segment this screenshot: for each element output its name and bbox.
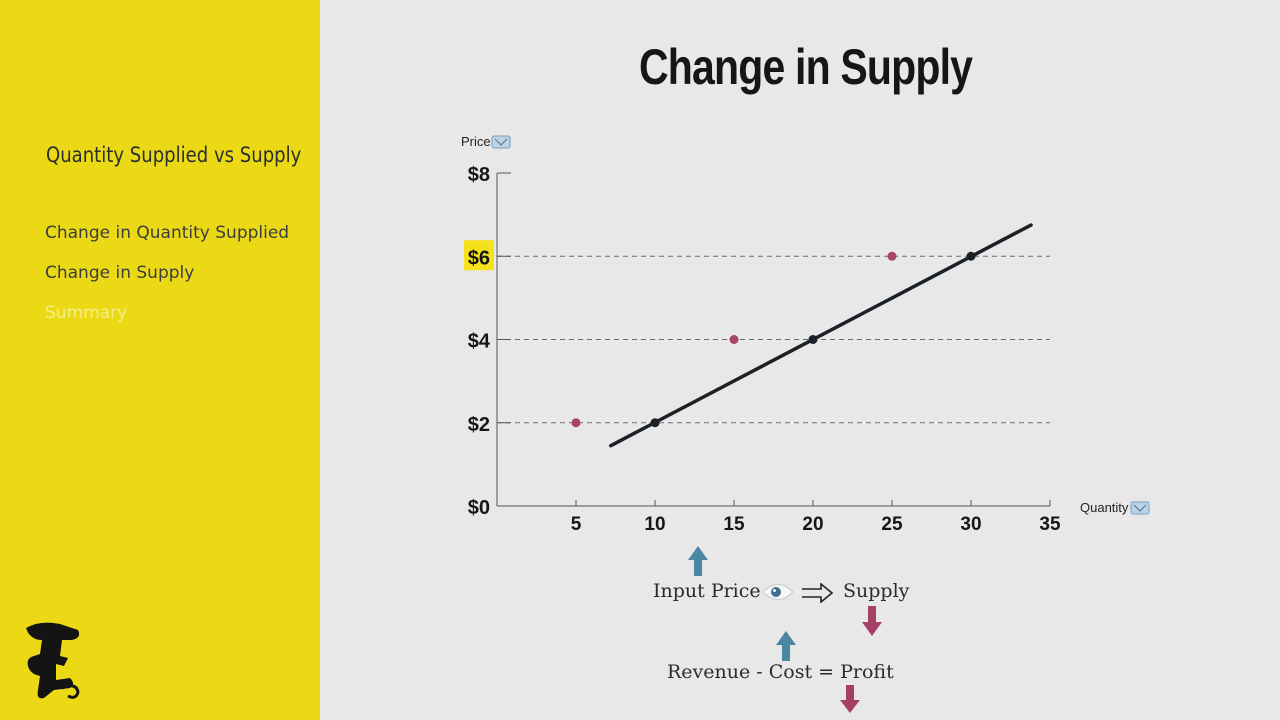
x-axis-label: Quantity — [1080, 500, 1129, 515]
x-tick-label: 5 — [571, 514, 582, 535]
x-tick-label: 35 — [1039, 514, 1061, 535]
y-tick-highlight — [464, 240, 494, 271]
y-axis-label: Price — [461, 134, 491, 149]
supply-down-arrow — [862, 606, 882, 636]
input-price-label: Input Price — [653, 580, 761, 602]
x-tick-label: 30 — [960, 514, 981, 535]
supply-point — [808, 335, 818, 344]
cost-up-arrow — [776, 631, 796, 661]
shifted-supply-point — [729, 335, 739, 344]
shifted-supply-point — [571, 418, 581, 428]
slide-title: Change in Supply — [639, 39, 973, 95]
profit-down-arrow — [840, 685, 860, 713]
profit-equation: Revenue - Cost = Profit — [667, 661, 894, 683]
nav-item-change-in-supply[interactable]: Change in Supply — [45, 263, 195, 283]
nav-item-change-in-quantity-supplied[interactable]: Change in Quantity Supplied — [45, 223, 290, 243]
supply-point — [650, 418, 660, 428]
y-tick-label: $4 — [468, 331, 491, 353]
y-tick-label: $6 — [468, 247, 490, 269]
supply-line — [609, 223, 1033, 448]
nav-item-summary[interactable]: Summary — [45, 303, 128, 323]
eye-icon — [762, 584, 794, 600]
price-tag-icon — [491, 135, 511, 149]
shifted-supply-point — [887, 251, 897, 261]
supply-label: Supply — [843, 580, 910, 602]
mascot-logo — [26, 622, 80, 699]
sidebar: Quantity Supplied vs Supply Change in Qu… — [0, 0, 320, 720]
x-tick-label: 10 — [644, 514, 665, 535]
y-tick-label: $8 — [468, 164, 490, 186]
y-tick-label: $0 — [468, 497, 490, 519]
x-tick-label: 15 — [723, 514, 745, 535]
x-tick-label: 25 — [881, 514, 903, 535]
sidebar-heading: Quantity Supplied vs Supply — [46, 143, 302, 167]
quantity-tag-icon — [1130, 501, 1150, 515]
input-price-up-arrow — [688, 546, 708, 576]
y-tick-label: $2 — [468, 414, 490, 436]
implies-arrow-icon — [802, 583, 833, 603]
supply-point — [966, 251, 976, 261]
x-tick-label: 20 — [802, 514, 823, 535]
